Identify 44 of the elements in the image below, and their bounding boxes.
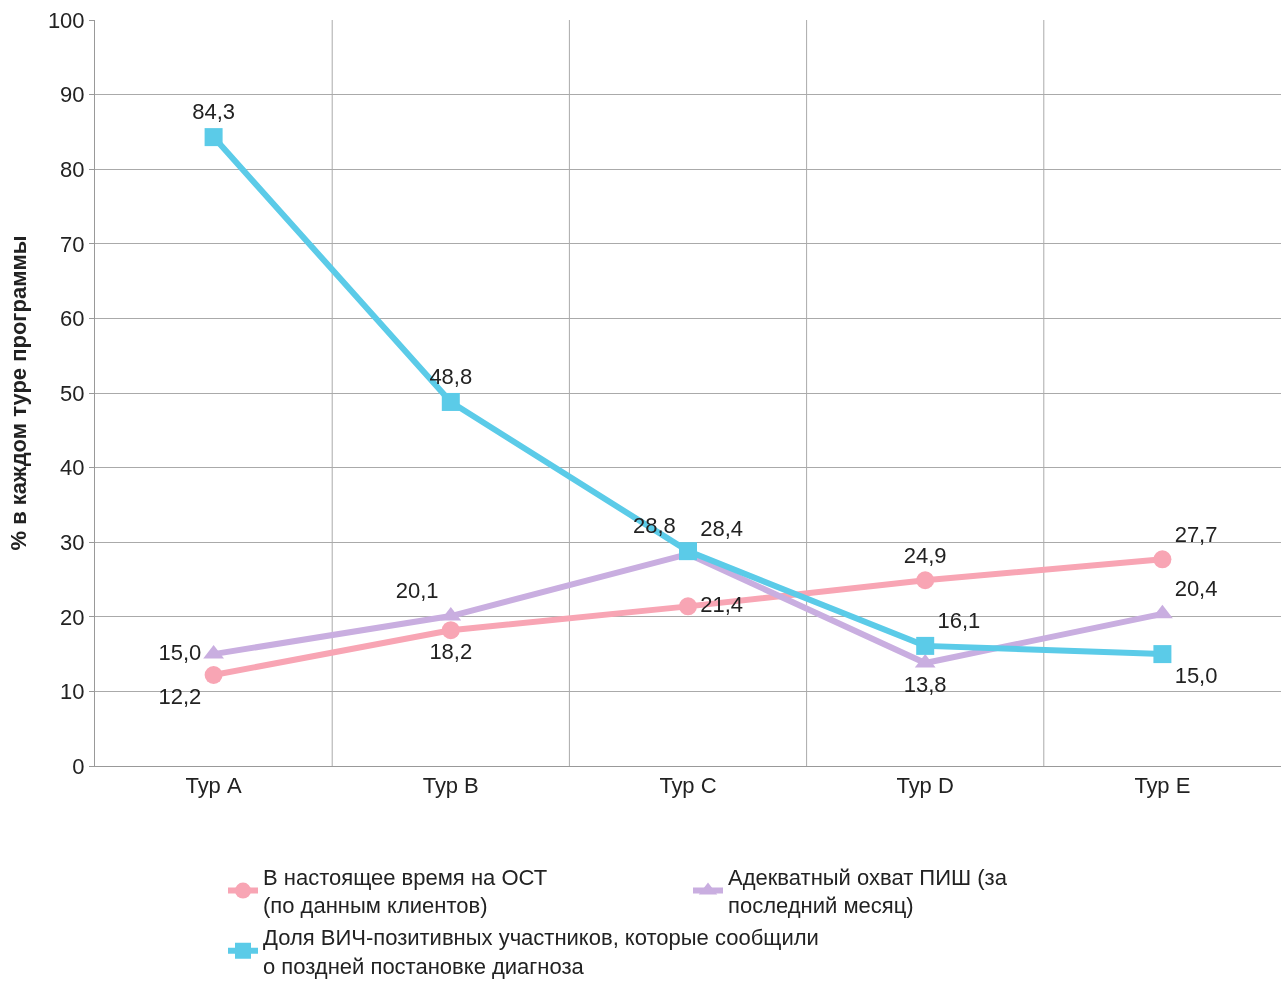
data-label: 15,0 bbox=[158, 639, 202, 665]
x-tick-label: Тур C bbox=[659, 773, 717, 799]
x-tick-label: Тур E bbox=[1134, 773, 1191, 799]
point bbox=[1153, 645, 1172, 664]
data-label: 28,4 bbox=[700, 516, 744, 542]
data-label: 21,4 bbox=[700, 591, 744, 617]
point bbox=[679, 597, 697, 616]
x-tick-label: Тур B bbox=[422, 773, 479, 799]
y-tick-label: 60 bbox=[60, 306, 85, 332]
data-label: 24,9 bbox=[903, 542, 947, 568]
x-tick-label: Тур D bbox=[896, 773, 954, 799]
data-label: 12,2 bbox=[158, 683, 202, 709]
data-label: 27,7 bbox=[1174, 521, 1218, 547]
point bbox=[1153, 550, 1172, 569]
data-label: 20,4 bbox=[1174, 576, 1218, 602]
data-label: 84,3 bbox=[192, 99, 236, 125]
point bbox=[441, 392, 460, 411]
data-label: 20,1 bbox=[395, 578, 439, 604]
y-tick-label: 70 bbox=[60, 231, 85, 257]
point bbox=[204, 665, 223, 684]
y-tick-label: 90 bbox=[60, 82, 85, 108]
legend-label: В настоящее время на ОСТ (по данным клиентов) bbox=[263, 864, 548, 919]
legend-label: Адекватный охват ПИШ (за последний месяц) bbox=[728, 864, 1008, 919]
data-label: 48,8 bbox=[429, 364, 473, 390]
y-tick-label: 30 bbox=[60, 529, 85, 555]
y-tick-label: 100 bbox=[47, 7, 85, 33]
y-axis-title: % в каждом туре программы bbox=[5, 235, 31, 551]
y-tick-label: 10 bbox=[60, 679, 85, 705]
y-tick-label: 20 bbox=[60, 604, 85, 630]
point bbox=[1152, 604, 1173, 619]
x-tick-label: Тур A bbox=[185, 773, 242, 799]
y-tick-label: 80 bbox=[60, 156, 85, 182]
data-label: 18,2 bbox=[429, 638, 473, 664]
point bbox=[441, 621, 460, 640]
y-tick-label: 40 bbox=[60, 455, 85, 481]
y-tick-label: 0 bbox=[72, 753, 85, 779]
point bbox=[916, 636, 935, 655]
point bbox=[204, 128, 223, 147]
data-label: 15,0 bbox=[1174, 662, 1218, 688]
y-tick-label: 50 bbox=[60, 380, 85, 406]
legend-label: Доля ВИЧ-позитивных участников, которые сообщили о поздней постановке диагноза bbox=[263, 925, 819, 979]
point bbox=[916, 571, 935, 590]
data-label: 13,8 bbox=[903, 671, 947, 697]
data-label: 16,1 bbox=[937, 608, 981, 634]
